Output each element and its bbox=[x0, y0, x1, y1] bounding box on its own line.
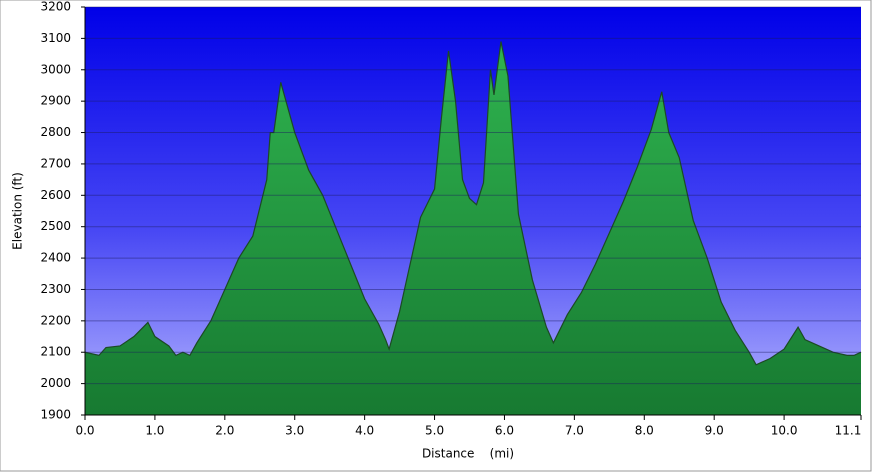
x-tick-label: 3.0 bbox=[285, 424, 304, 438]
x-tick-label: 8.0 bbox=[635, 424, 654, 438]
x-tick-label: 5.0 bbox=[425, 424, 444, 438]
y-tick-label: 2000 bbox=[40, 376, 71, 390]
y-tick-label: 1900 bbox=[40, 408, 71, 422]
y-tick-label: 2800 bbox=[40, 125, 71, 139]
x-tick-label: 2.0 bbox=[215, 424, 234, 438]
y-axis-label: Elevation (ft) bbox=[11, 172, 25, 250]
x-tick-label: 10.0 bbox=[771, 424, 798, 438]
y-tick-label: 2500 bbox=[40, 219, 71, 233]
x-tick-label: 6.0 bbox=[495, 424, 514, 438]
y-tick-label: 2100 bbox=[40, 345, 71, 359]
elevation-area bbox=[85, 41, 861, 416]
y-tick-label: 3000 bbox=[40, 62, 71, 76]
x-tick-label: 11.1 bbox=[835, 424, 862, 438]
y-tick-label: 3100 bbox=[40, 31, 71, 45]
y-tick-label: 2900 bbox=[40, 94, 71, 108]
y-tick-label: 2300 bbox=[40, 282, 71, 296]
y-tick-label: 2600 bbox=[40, 188, 71, 202]
x-axis-label: Distance (mi) bbox=[422, 447, 514, 461]
y-tick-label: 2400 bbox=[40, 251, 71, 265]
x-tick-label: 4.0 bbox=[355, 424, 374, 438]
elevation-line bbox=[84, 41, 862, 366]
y-tick-label: 2700 bbox=[40, 156, 71, 170]
y-tick-label: 2200 bbox=[40, 313, 71, 327]
x-tick-label: 0.0 bbox=[75, 424, 94, 438]
y-tick-label: 3200 bbox=[40, 0, 71, 14]
x-tick-label: 9.0 bbox=[705, 424, 724, 438]
x-tick-label: 7.0 bbox=[565, 424, 584, 438]
x-tick-label: 1.0 bbox=[145, 424, 164, 438]
